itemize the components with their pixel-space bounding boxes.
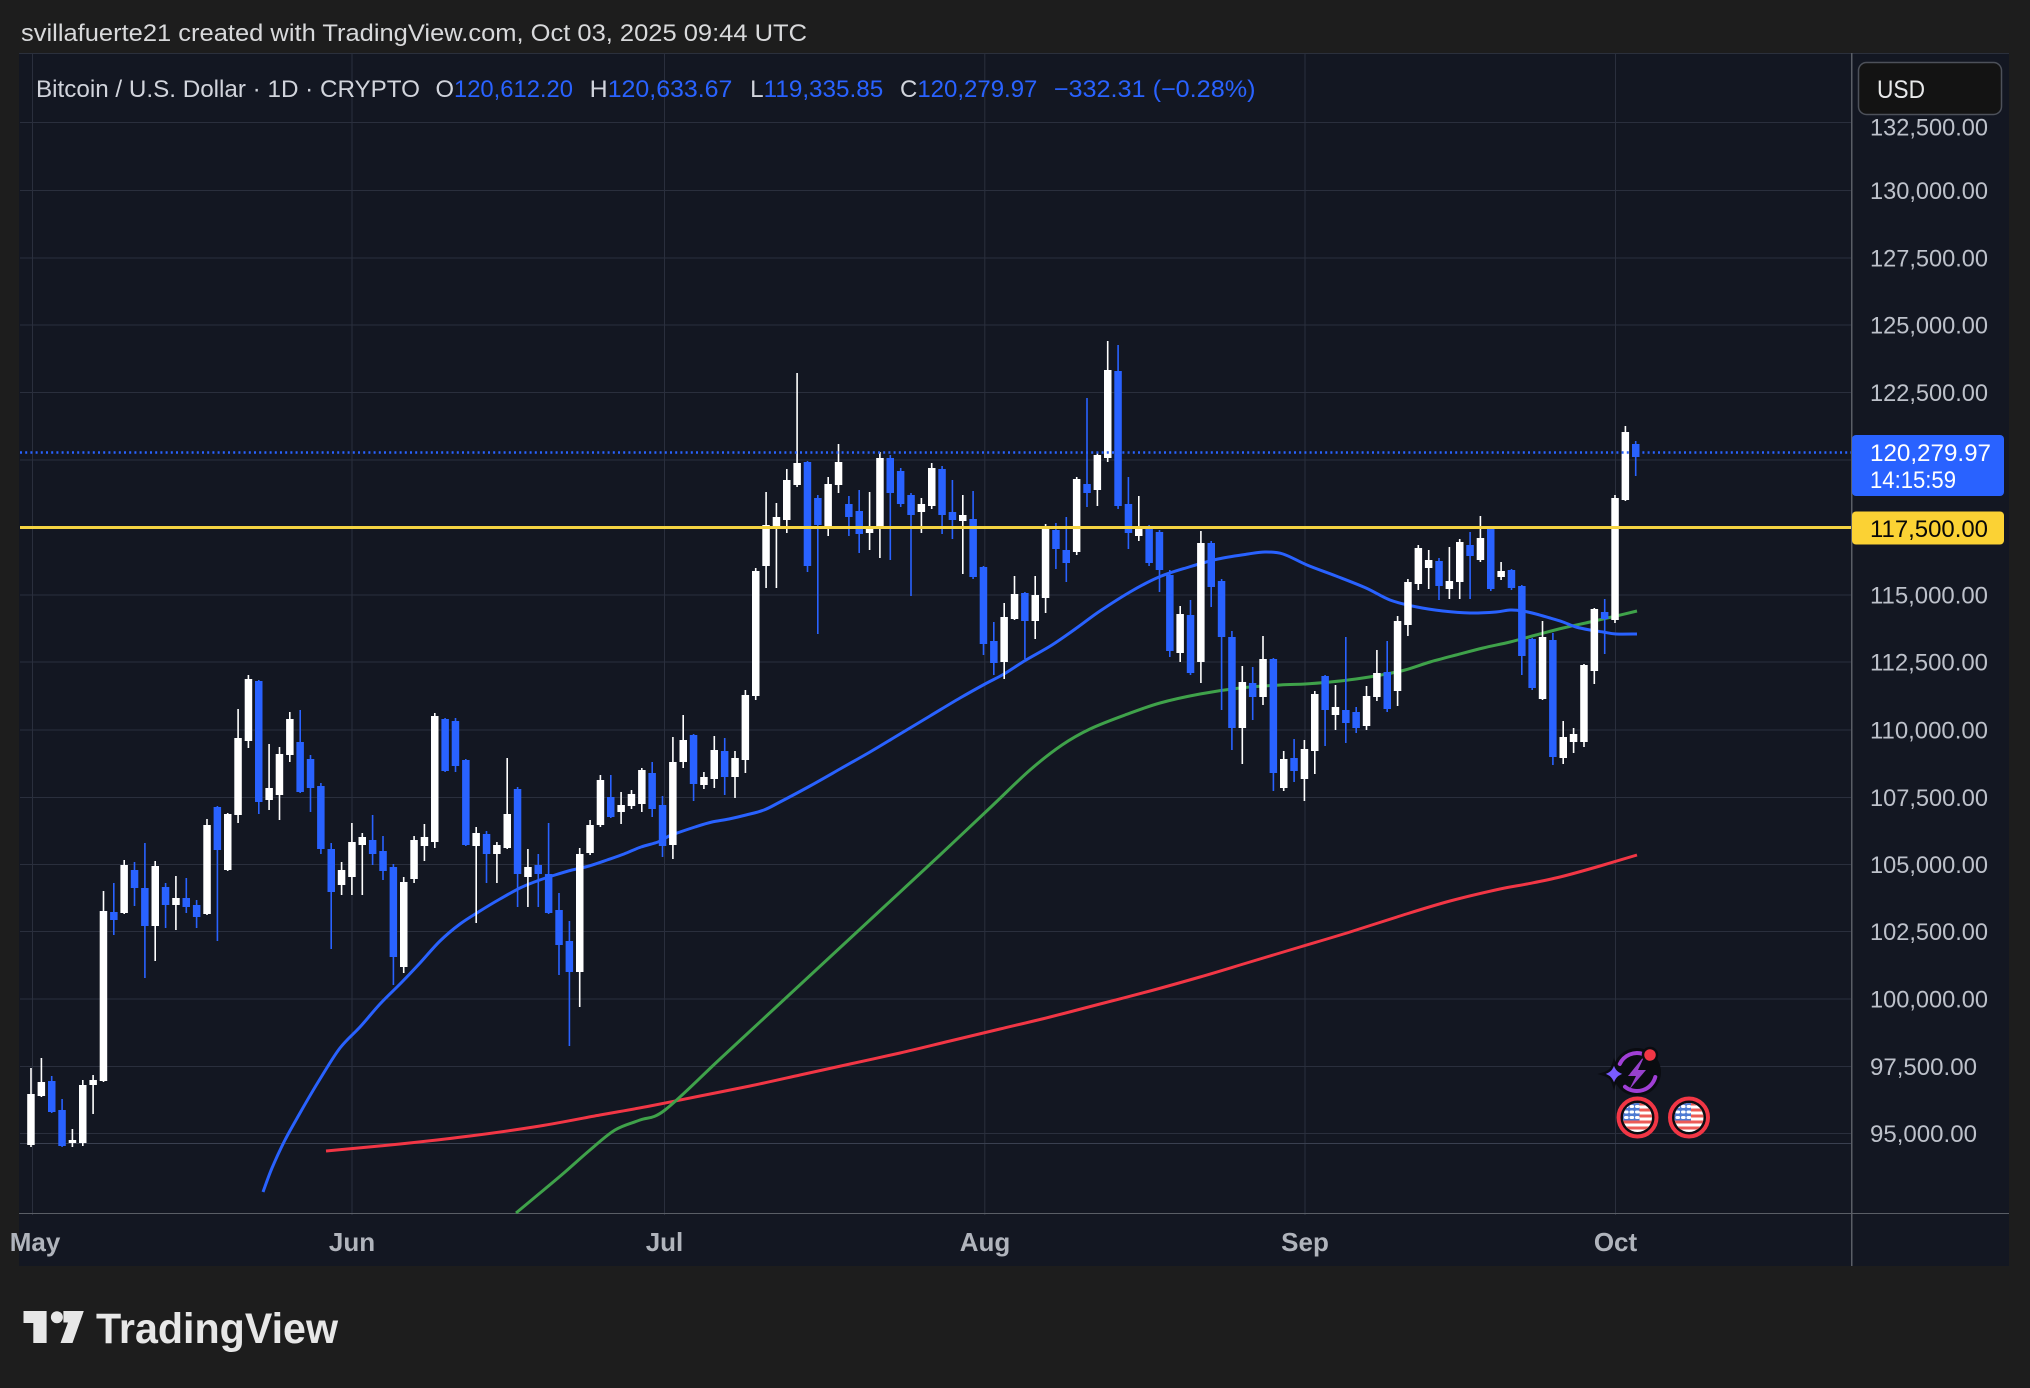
svg-text:120,279.97: 120,279.97 bbox=[1870, 440, 1991, 467]
svg-text:Aug: Aug bbox=[960, 1227, 1011, 1257]
svg-text:110,000.00: 110,000.00 bbox=[1870, 718, 1988, 745]
svg-text:Bitcoin / U.S. Dollar · 1D · C: Bitcoin / U.S. Dollar · 1D · CRYPTO bbox=[36, 76, 420, 103]
svg-text:117,500.00: 117,500.00 bbox=[1870, 516, 1988, 543]
svg-text:132,500.00: 132,500.00 bbox=[1870, 115, 1988, 142]
svg-text:H120,633.67: H120,633.67 bbox=[590, 76, 733, 103]
svg-text:C120,279.97: C120,279.97 bbox=[900, 76, 1037, 103]
svg-text:USD: USD bbox=[1877, 76, 1925, 104]
svg-text:112,500.00: 112,500.00 bbox=[1870, 650, 1988, 677]
svg-text:svillafuerte21 created with Tr: svillafuerte21 created with TradingView.… bbox=[21, 20, 807, 47]
svg-text:95,000.00: 95,000.00 bbox=[1870, 1121, 1977, 1148]
svg-text:L119,335.85: L119,335.85 bbox=[750, 76, 883, 103]
svg-text:122,500.00: 122,500.00 bbox=[1870, 380, 1988, 407]
svg-text:130,000.00: 130,000.00 bbox=[1870, 178, 1988, 205]
svg-text:127,500.00: 127,500.00 bbox=[1870, 246, 1988, 273]
svg-text:102,500.00: 102,500.00 bbox=[1870, 919, 1988, 946]
svg-text:May: May bbox=[10, 1227, 61, 1257]
svg-text:Jul: Jul bbox=[646, 1227, 684, 1257]
svg-text:14:15:59: 14:15:59 bbox=[1870, 467, 1956, 494]
svg-text:125,000.00: 125,000.00 bbox=[1870, 313, 1988, 340]
svg-text:O120,612.20: O120,612.20 bbox=[436, 76, 574, 103]
svg-text:107,500.00: 107,500.00 bbox=[1870, 785, 1988, 812]
svg-text:−332.31 (−0.28%): −332.31 (−0.28%) bbox=[1054, 76, 1256, 103]
svg-text:115,000.00: 115,000.00 bbox=[1870, 583, 1988, 610]
svg-text:100,000.00: 100,000.00 bbox=[1870, 987, 1988, 1014]
svg-text:Jun: Jun bbox=[329, 1227, 375, 1257]
svg-text:105,000.00: 105,000.00 bbox=[1870, 852, 1988, 879]
svg-text:Oct: Oct bbox=[1594, 1227, 1638, 1257]
svg-text:Sep: Sep bbox=[1281, 1227, 1329, 1257]
svg-text:TradingView: TradingView bbox=[96, 1305, 339, 1353]
svg-text:97,500.00: 97,500.00 bbox=[1870, 1054, 1977, 1081]
